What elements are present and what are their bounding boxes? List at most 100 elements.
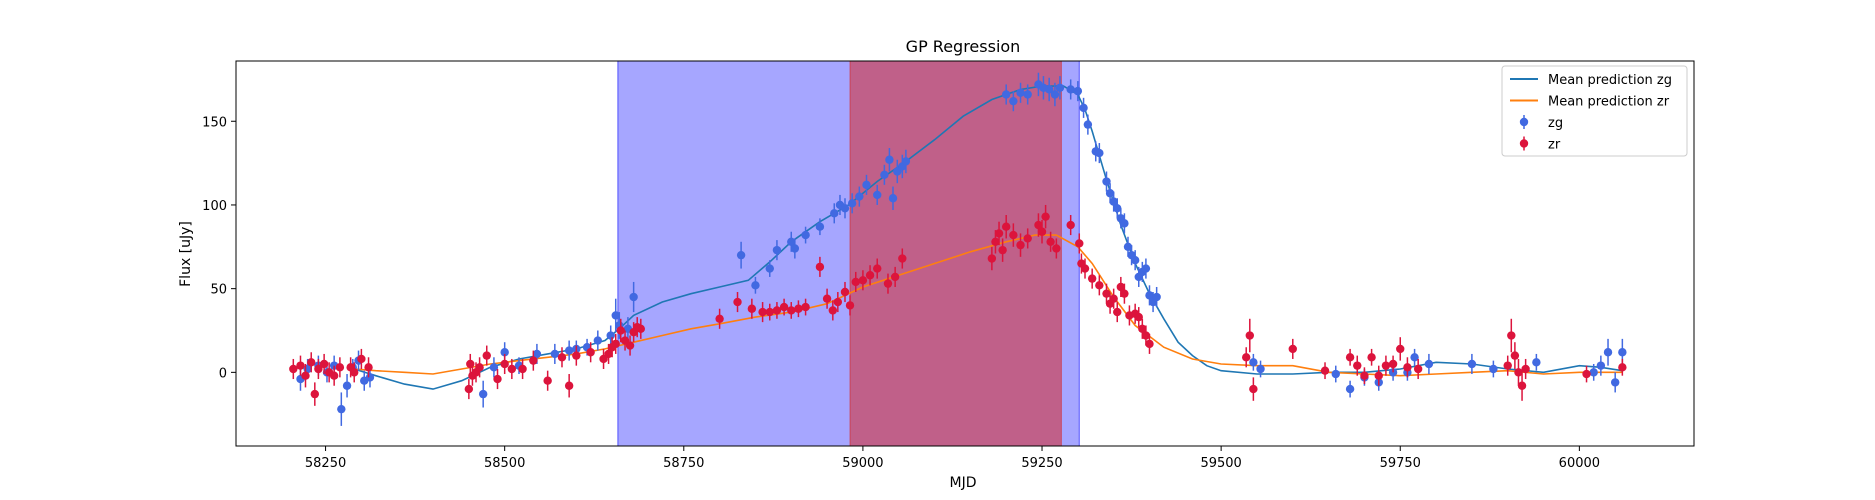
data-point-zr	[822, 288, 832, 309]
data-point-zr	[794, 300, 803, 318]
marker	[611, 339, 620, 349]
data-point-zr	[314, 358, 323, 380]
marker	[1618, 348, 1627, 357]
marker	[822, 294, 832, 303]
marker	[1582, 369, 1591, 379]
marker	[873, 264, 882, 273]
marker	[845, 301, 855, 310]
marker	[478, 389, 488, 399]
data-point-zr	[475, 357, 484, 378]
marker	[319, 359, 329, 369]
data-point-zr	[1080, 258, 1090, 279]
marker	[1102, 289, 1111, 298]
data-point-zg	[489, 357, 499, 378]
data-point-zr	[518, 358, 527, 380]
data-point-zr	[625, 335, 635, 356]
y-axis-ticks: 0 50 100 150	[202, 115, 236, 381]
data-point-zr	[1507, 318, 1516, 353]
marker	[847, 199, 857, 208]
data-point-zr	[1353, 355, 1362, 376]
data-point-zr	[758, 302, 767, 323]
marker	[1073, 86, 1083, 96]
data-point-zr	[715, 308, 724, 329]
marker	[1134, 312, 1143, 322]
data-point-zr	[464, 379, 474, 400]
marker	[1403, 363, 1412, 372]
marker	[1249, 358, 1258, 367]
marker	[1141, 331, 1151, 340]
marker	[1367, 353, 1376, 362]
marker	[815, 222, 825, 231]
data-point-zr	[883, 273, 893, 294]
data-point-zr	[1242, 347, 1251, 368]
data-point-zr	[572, 345, 581, 366]
data-point-zr	[357, 348, 366, 369]
data-point-zg	[1113, 198, 1122, 219]
plot-area-frame	[235, 60, 1695, 447]
marker	[840, 287, 850, 297]
data-point-zg	[1050, 82, 1060, 107]
shaded-region-2	[849, 60, 1062, 447]
data-point-zr	[765, 303, 774, 321]
data-point-zg	[772, 240, 782, 261]
marker	[794, 304, 803, 313]
data-point-zr	[851, 271, 860, 292]
marker	[1001, 222, 1011, 231]
marker	[1113, 204, 1122, 213]
x-tick-label: 59000	[842, 456, 883, 471]
marker	[779, 302, 789, 312]
marker	[1249, 384, 1258, 394]
data-point-zg	[1331, 365, 1340, 383]
marker	[564, 346, 574, 355]
marker	[880, 170, 889, 180]
marker	[772, 306, 782, 315]
data-point-zr	[1016, 233, 1025, 257]
data-point-zr	[840, 281, 850, 303]
data-point-zr	[1514, 358, 1523, 386]
data-point-zr	[890, 266, 900, 287]
y-tick-label: 0	[219, 366, 227, 381]
data-point-zr	[1510, 342, 1520, 369]
marker	[1532, 358, 1541, 367]
data-point-zr	[1001, 215, 1011, 239]
marker	[747, 304, 757, 313]
y-tick-label: 150	[202, 115, 227, 130]
marker	[1009, 230, 1018, 240]
data-point-zr	[350, 362, 359, 383]
marker	[625, 341, 635, 350]
data-point-zg	[1610, 372, 1620, 393]
data-point-zr	[611, 333, 620, 354]
marker	[1320, 366, 1330, 375]
x-axis-label: MJD	[950, 475, 977, 491]
marker	[828, 306, 838, 315]
marker	[350, 368, 359, 377]
marker	[310, 389, 320, 399]
data-point-zr	[1396, 337, 1405, 361]
marker	[342, 381, 352, 390]
data-point-zr	[301, 363, 310, 388]
data-point-zr	[1381, 355, 1391, 376]
data-point-zg	[1044, 77, 1054, 102]
marker	[1467, 359, 1477, 369]
data-point-zg	[736, 241, 746, 269]
data-point-zg	[847, 193, 857, 214]
marker	[772, 245, 782, 255]
data-point-zr	[1102, 283, 1111, 304]
marker	[532, 349, 542, 359]
data-point-zr	[529, 350, 538, 371]
marker	[1145, 291, 1154, 300]
marker	[500, 348, 509, 357]
marker	[296, 361, 305, 370]
data-point-zg	[1152, 286, 1161, 308]
data-point-zg	[1424, 353, 1434, 375]
data-point-zr	[296, 355, 305, 376]
data-points	[289, 72, 1627, 426]
marker	[307, 358, 316, 367]
x-tick-label: 58500	[484, 456, 525, 471]
data-point-zr	[1521, 358, 1530, 380]
data-point-zr	[815, 256, 825, 277]
data-point-zr	[500, 353, 509, 375]
data-point-zr	[1288, 338, 1297, 359]
marker	[1105, 189, 1115, 198]
